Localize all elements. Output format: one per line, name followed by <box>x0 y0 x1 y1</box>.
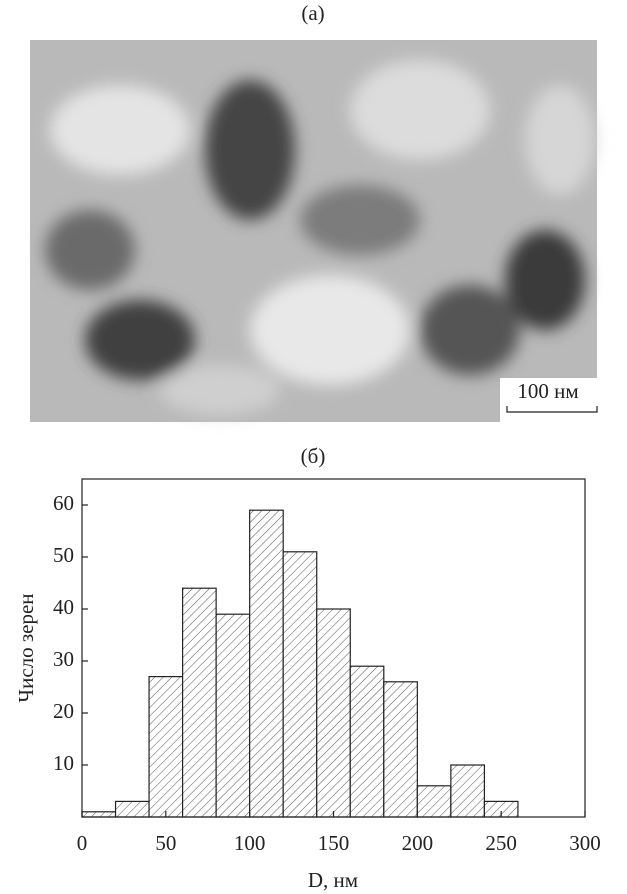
y-tick-label: 10 <box>53 751 74 775</box>
bar <box>149 677 183 817</box>
bar <box>116 801 150 817</box>
panel-label: (a) <box>301 1 324 25</box>
bar <box>216 614 250 817</box>
bar <box>417 786 451 817</box>
bar <box>183 588 217 817</box>
bar <box>451 765 485 817</box>
bar <box>250 510 284 817</box>
y-tick-label: 40 <box>53 595 74 619</box>
panel-label: (б) <box>301 444 326 468</box>
bar <box>283 552 317 817</box>
y-tick-label: 20 <box>53 699 74 723</box>
bar <box>384 682 418 817</box>
y-axis-label: Число зерен <box>14 593 38 702</box>
x-tick-label: 100 <box>234 831 266 855</box>
figure: (a) 100 нм (б) D, нм Число зерен 0 50 100 1… <box>0 0 627 894</box>
x-tick-label: 150 <box>318 831 350 855</box>
x-tick-label: 250 <box>485 831 517 855</box>
x-tick-label: 300 <box>569 831 601 855</box>
y-tick-label: 60 <box>53 491 74 515</box>
y-tick-label: 30 <box>53 647 74 671</box>
scale-bar-label: 100 нм <box>517 379 578 403</box>
bar <box>350 666 384 817</box>
x-tick-label: 50 <box>155 831 176 855</box>
x-tick-label: 200 <box>402 831 434 855</box>
y-tick-label: 50 <box>53 543 74 567</box>
bar <box>317 609 351 817</box>
bar <box>82 812 116 817</box>
x-tick-label: 0 <box>77 831 88 855</box>
micrograph <box>30 40 597 422</box>
x-axis-label: D, нм <box>308 868 358 892</box>
